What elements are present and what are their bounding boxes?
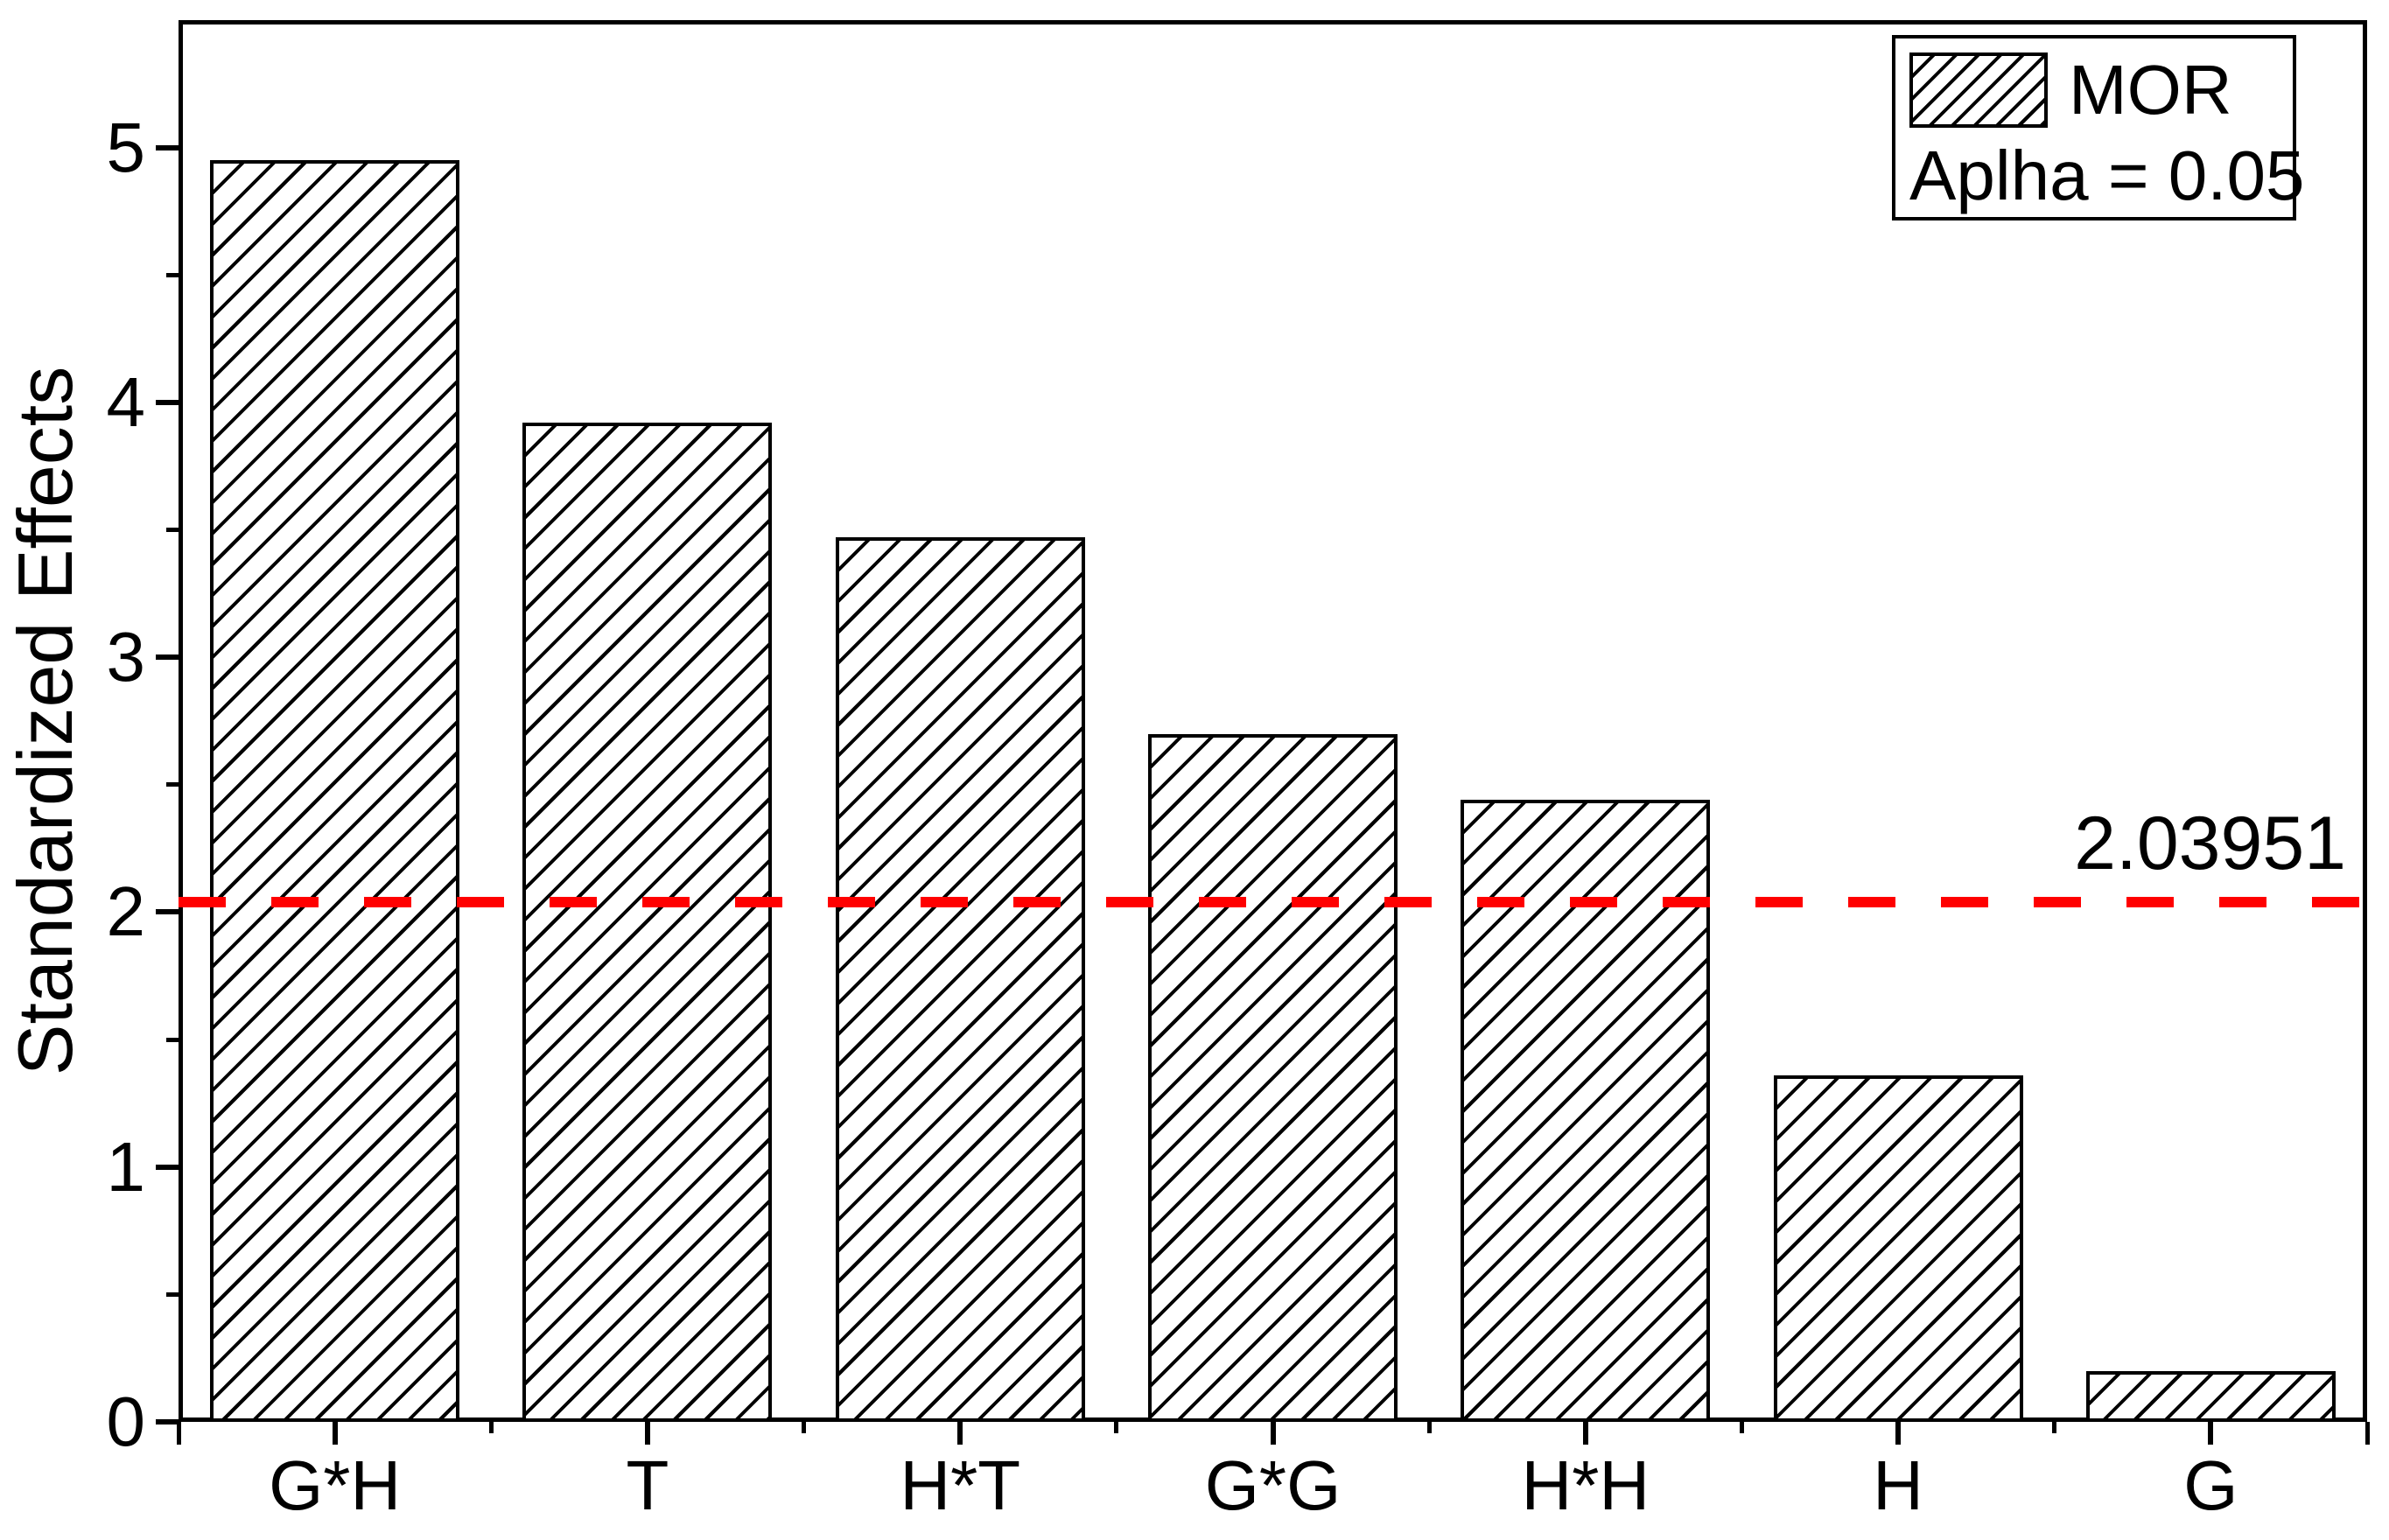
y-major-tick (156, 1419, 179, 1424)
y-minor-tick (166, 782, 179, 788)
y-major-tick (156, 654, 179, 661)
y-major-tick (156, 144, 179, 150)
legend-row-alpha: Aplha = 0.05 (1909, 133, 2304, 219)
x-tick-label: G (2183, 1446, 2238, 1524)
legend-series-label: MOR (2069, 51, 2232, 129)
x-tick-label: H*H (1521, 1446, 1650, 1524)
bar-gxh (210, 160, 460, 1422)
y-minor-tick (166, 272, 179, 277)
reference-line-label: 2.03951 (2074, 801, 2346, 886)
x-major-tick (644, 1422, 650, 1445)
y-major-tick (156, 909, 179, 915)
x-tick-label: H (1873, 1446, 1923, 1524)
y-minor-tick (166, 528, 179, 533)
bar-h (1773, 1074, 2023, 1422)
y-tick-label: 4 (106, 362, 146, 441)
x-major-tick (2208, 1422, 2214, 1445)
x-minor-tick (488, 1422, 494, 1433)
x-tick-label: G*H (269, 1446, 402, 1524)
x-major-tick (957, 1422, 963, 1445)
x-major-tick (1270, 1422, 1276, 1445)
legend-hatch-swatch (1909, 52, 2048, 128)
y-axis-title: Standardized Effects (2, 366, 88, 1076)
x-minor-tick (1114, 1422, 1119, 1433)
y-tick-label: 1 (106, 1127, 146, 1206)
reference-line (179, 896, 2367, 907)
bar-g (2085, 1370, 2336, 1422)
y-major-tick (156, 399, 179, 405)
y-tick-label: 5 (106, 108, 146, 186)
x-tick-label: G*G (1204, 1446, 1342, 1524)
x-minor-tick (2052, 1422, 2057, 1433)
x-major-tick (332, 1422, 338, 1445)
bar-hxh (1461, 800, 1711, 1422)
y-tick-label: 0 (106, 1382, 146, 1460)
x-minor-tick (1426, 1422, 1432, 1433)
x-minor-tick (802, 1422, 807, 1433)
y-major-tick (156, 1164, 179, 1170)
y-tick-label: 3 (106, 618, 146, 696)
x-corner-tick (2364, 1422, 2370, 1445)
legend: MOR Aplha = 0.05 (1892, 35, 2304, 220)
legend-row-series: MOR (1909, 47, 2279, 133)
x-tick-label: H*T (900, 1446, 1021, 1524)
bar-hxt (835, 537, 1085, 1422)
bar-gxg (1148, 733, 1398, 1422)
y-minor-tick (166, 1037, 179, 1042)
x-corner-tick (176, 1422, 181, 1445)
y-minor-tick (166, 1292, 179, 1297)
x-major-tick (1582, 1422, 1588, 1445)
y-tick-label: 2 (106, 872, 146, 951)
legend-alpha-label: Aplha = 0.05 (1909, 136, 2305, 214)
bar-t (522, 423, 773, 1422)
x-major-tick (1895, 1422, 1902, 1445)
x-tick-label: T (626, 1446, 669, 1524)
x-minor-tick (1739, 1422, 1744, 1433)
